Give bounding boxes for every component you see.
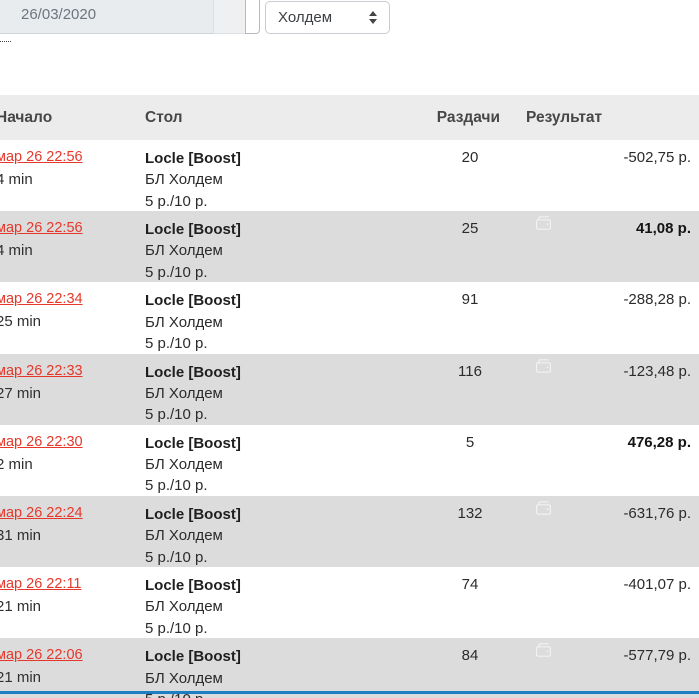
hands-count: 91 (461, 291, 479, 309)
result-value: -288,28 р. (623, 291, 691, 309)
hands-count: 116 (458, 362, 482, 380)
table-row: мар 26 22:11 21 min Locle [Boost] БЛ Хол… (0, 567, 699, 639)
wallet-icon (536, 501, 552, 515)
session-start-link[interactable]: мар 26 22:56 (0, 149, 83, 165)
session-start-link[interactable]: мар 26 22:30 (0, 433, 83, 450)
stakes: 5 р./10 р. (145, 689, 430, 698)
session-duration: 4 min (0, 242, 33, 260)
session-start-link[interactable]: мар 26 22:33 (0, 362, 83, 379)
session-start-link[interactable]: мар 26 22:06 (0, 647, 83, 664)
stakes: 5 р./10 р. (145, 192, 208, 210)
result-value: -401,07 р. (623, 576, 691, 594)
stakes: 5 р./10 р. (145, 334, 208, 352)
select-arrows-icon (369, 11, 377, 24)
table-header-row: Начало Стол Раздачи Результат (0, 95, 699, 140)
session-duration: 25 min (0, 313, 42, 331)
table-row: мар 26 22:33 27 min Locle [Boost] БЛ Хол… (0, 353, 699, 425)
calendar-button[interactable] (213, 0, 245, 34)
game-select-value: Холдем (278, 9, 333, 26)
result-value: 476,28 р. (627, 433, 691, 451)
game-type: БЛ Холдем (145, 384, 223, 402)
wallet-icon (536, 216, 552, 230)
table-name: Locle [Boost] (145, 648, 241, 666)
result-value: -631,76 р. (623, 504, 691, 522)
table-row: мар 26 22:34 25 min Locle [Boost] БЛ Хол… (0, 282, 699, 354)
result-value: -577,79 р. (623, 647, 691, 665)
wallet-icon (536, 643, 552, 658)
stakes: 5 р./10 р. (145, 548, 208, 566)
session-start-link[interactable]: мар 26 22:56 (0, 220, 83, 237)
column-header-hands: Раздачи (436, 108, 500, 126)
sessions-table: Начало Стол Раздачи Результат мар 26 22:… (0, 95, 699, 698)
table-name: Locle [Boost] (145, 577, 241, 595)
stakes: 5 р./10 р. (145, 477, 208, 495)
hands-count: 132 (457, 504, 483, 522)
game-type: БЛ Холдем (145, 171, 223, 189)
table-name: Locle [Boost] (145, 363, 241, 381)
game-type: БЛ Холдем (145, 242, 223, 260)
hands-count: 5 (465, 433, 475, 451)
table-row: мар 26 22:56 4 min Locle [Boost] БЛ Холд… (0, 140, 699, 212)
result-value: -123,48 р. (623, 362, 691, 380)
session-start-link[interactable]: мар 26 22:24 (0, 504, 83, 521)
session-duration: 2 min (0, 455, 33, 473)
session-duration: 4 min (0, 171, 33, 188)
date-input-group (0, 0, 260, 34)
game-type: БЛ Холдем (145, 598, 223, 616)
game-select[interactable]: Холдем (265, 1, 390, 34)
hands-count: 20 (461, 149, 479, 166)
session-duration: 31 min (0, 526, 42, 544)
hands-count: 25 (461, 220, 479, 238)
column-header-result: Результат (526, 108, 603, 126)
table-name: Locle [Boost] (145, 292, 241, 310)
column-header-table: Стол (145, 108, 183, 126)
bottom-blue-line (0, 691, 699, 694)
session-start-link[interactable]: мар 26 22:34 (0, 291, 83, 308)
hands-count: 84 (461, 647, 479, 665)
session-duration: 27 min (0, 384, 42, 402)
wallet-icon (536, 358, 552, 373)
date-input[interactable] (0, 0, 213, 34)
game-type: БЛ Холдем (145, 669, 223, 687)
game-type: БЛ Холдем (145, 313, 223, 331)
session-duration: 21 min (0, 598, 42, 616)
table-row: мар 26 22:56 4 min Locle [Boost] БЛ Холд… (0, 211, 699, 283)
result-value: -502,75 р. (623, 149, 691, 166)
game-type: БЛ Холдем (145, 527, 223, 545)
table-name: Locle [Boost] (145, 505, 241, 523)
column-header-start: Начало (0, 108, 53, 126)
result-value: 41,08 р. (635, 220, 691, 238)
dotted-underline (0, 35, 11, 42)
session-duration: 21 min (0, 669, 42, 687)
stakes: 5 р./10 р. (145, 619, 208, 637)
stakes: 5 р./10 р. (145, 406, 208, 424)
stakes: 5 р./10 р. (145, 263, 208, 281)
table-row: мар 26 22:24 31 min Locle [Boost] БЛ Хол… (0, 495, 699, 568)
table-row: мар 26 22:30 2 min Locle [Boost] БЛ Холд… (0, 424, 699, 496)
table-row: мар 26 22:06 21 min Locle [Boost] БЛ Хол… (0, 638, 699, 698)
table-name: Locle [Boost] (145, 150, 241, 167)
clear-date-button[interactable] (245, 0, 260, 34)
table-body: мар 26 22:56 4 min Locle [Boost] БЛ Холд… (0, 140, 699, 698)
hands-count: 74 (461, 576, 479, 594)
session-start-link[interactable]: мар 26 22:11 (0, 576, 82, 593)
game-type: БЛ Холдем (145, 456, 223, 474)
table-name: Locle [Boost] (145, 434, 241, 452)
table-name: Locle [Boost] (145, 221, 241, 239)
